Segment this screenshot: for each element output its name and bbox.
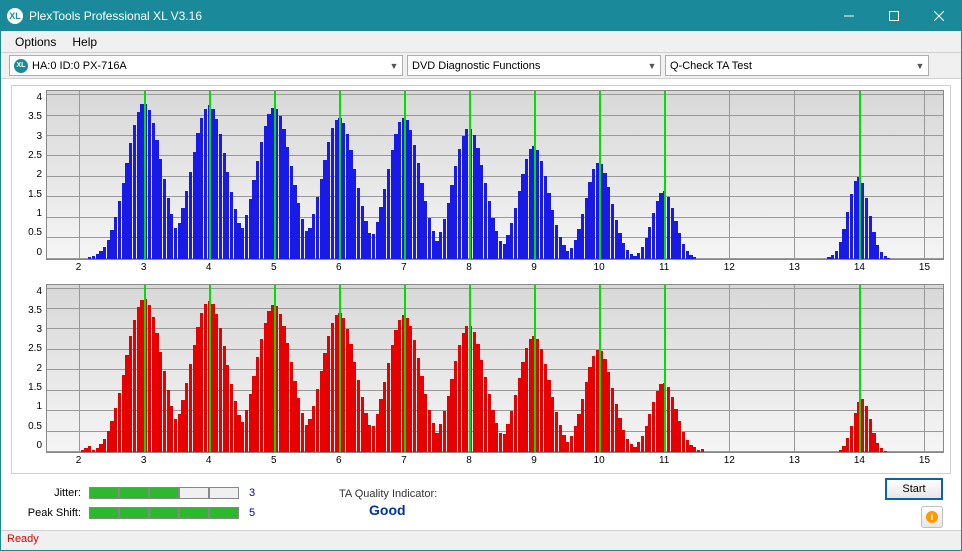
chart-bottom-yaxis: 43.532.521.510.50 (18, 284, 46, 470)
section-select-value: DVD Diagnostic Functions (412, 60, 644, 72)
peakshift-value: 5 (249, 507, 255, 519)
jitter-meter (89, 487, 239, 499)
test-select-value: Q-Check TA Test (670, 60, 912, 72)
start-button[interactable]: Start (885, 478, 943, 500)
meters: Jitter: 3 Peak Shift: 5 (19, 483, 299, 523)
window-title: PlexTools Professional XL V3.16 (29, 9, 826, 23)
quality-value: Good (369, 502, 885, 518)
app-icon: XL (7, 8, 23, 24)
app-window: XL PlexTools Professional XL V3.16 Optio… (0, 0, 962, 551)
test-select[interactable]: Q-Check TA Test ▼ (665, 55, 929, 76)
chart-top-xaxis: 23456789101112131415 (46, 260, 944, 276)
info-icon: i (926, 511, 938, 523)
content: 43.532.521.510.50 23456789101112131415 4… (1, 79, 961, 530)
chart-top-plot (46, 90, 944, 260)
chart-bottom-wrap: 43.532.521.510.50 23456789101112131415 (18, 284, 944, 470)
meter-segment (209, 507, 239, 519)
chart-top-yaxis: 43.532.521.510.50 (18, 90, 46, 276)
charts-frame: 43.532.521.510.50 23456789101112131415 4… (11, 85, 951, 474)
meter-segment (179, 487, 209, 499)
titlebar: XL PlexTools Professional XL V3.16 (1, 1, 961, 31)
jitter-value: 3 (249, 487, 255, 499)
meter-segment (89, 507, 119, 519)
quality-indicator: TA Quality Indicator: Good (299, 488, 885, 518)
device-select-value: HA:0 ID:0 PX-716A (32, 60, 386, 72)
peakshift-meter (89, 507, 239, 519)
chart-top-wrap: 43.532.521.510.50 23456789101112131415 (18, 90, 944, 276)
peakshift-row: Peak Shift: 5 (19, 503, 299, 523)
menubar: Options Help (1, 31, 961, 53)
menu-help[interactable]: Help (64, 33, 105, 51)
disc-icon: XL (14, 59, 28, 73)
meter-segment (179, 507, 209, 519)
jitter-label: Jitter: (19, 487, 89, 499)
quality-label: TA Quality Indicator: (339, 488, 885, 500)
chart-bottom-xaxis: 23456789101112131415 (46, 453, 944, 469)
maximize-button[interactable] (871, 1, 916, 31)
bottom-panel: Jitter: 3 Peak Shift: 5 TA Quality Indic… (11, 480, 951, 526)
close-button[interactable] (916, 1, 961, 31)
meter-segment (209, 487, 239, 499)
chevron-down-icon: ▼ (912, 61, 928, 71)
meter-segment (149, 487, 179, 499)
meter-segment (119, 487, 149, 499)
meter-segment (149, 507, 179, 519)
jitter-row: Jitter: 3 (19, 483, 299, 503)
minimize-button[interactable] (826, 1, 871, 31)
toolbar: XL HA:0 ID:0 PX-716A ▼ DVD Diagnostic Fu… (1, 53, 961, 79)
chart-bottom-plot (46, 284, 944, 454)
menu-options[interactable]: Options (7, 33, 64, 51)
window-controls (826, 1, 961, 31)
meter-segment (119, 507, 149, 519)
section-select[interactable]: DVD Diagnostic Functions ▼ (407, 55, 661, 76)
device-select[interactable]: XL HA:0 ID:0 PX-716A ▼ (9, 55, 403, 76)
chevron-down-icon: ▼ (386, 61, 402, 71)
chevron-down-icon: ▼ (644, 61, 660, 71)
info-button[interactable]: i (921, 506, 943, 528)
statusbar: Ready (1, 530, 961, 550)
peakshift-label: Peak Shift: (19, 507, 89, 519)
meter-segment (89, 487, 119, 499)
